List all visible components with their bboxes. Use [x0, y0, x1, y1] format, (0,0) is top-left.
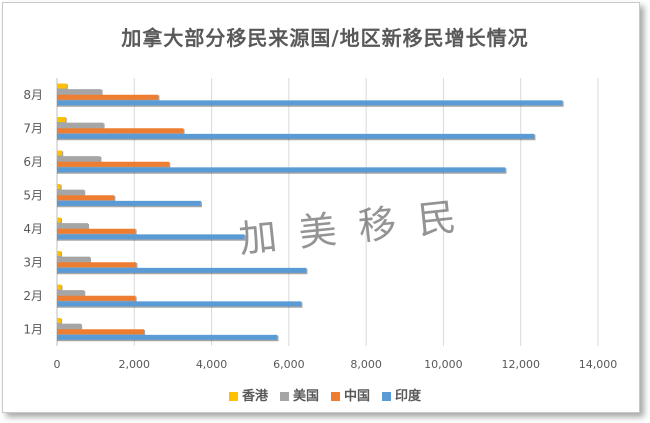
bar-香港-8月: [57, 83, 67, 89]
legend-swatch: [279, 392, 289, 401]
y-tick-label: 4月: [23, 222, 43, 236]
y-tick-label: 2月: [23, 289, 43, 303]
bar-美国-3月: [57, 256, 90, 262]
x-tick-label: 12,000: [501, 358, 540, 371]
legend-swatch: [382, 392, 392, 401]
x-tick-label: 10,000: [424, 358, 463, 371]
bar-美国-6月: [57, 156, 101, 162]
bar-印度-3月: [57, 267, 307, 273]
bar-美国-4月: [57, 223, 88, 229]
bar-中国-2月: [57, 295, 136, 301]
chart-title: 加拿大部分移民来源国/地区新移民增长情况: [121, 26, 529, 50]
y-tick-label: 3月: [23, 255, 43, 269]
x-tick-label: 0: [54, 358, 61, 371]
legend-label: 美国: [292, 389, 319, 404]
bar-中国-1月: [57, 329, 144, 335]
legend-item: 中国: [331, 385, 370, 404]
bar-香港-7月: [57, 117, 66, 123]
chart-frame: [2, 2, 640, 413]
x-tick-label: 14,000: [579, 358, 618, 371]
bar-美国-5月: [57, 189, 85, 195]
bar-美国-1月: [57, 323, 81, 329]
bar-印度-6月: [57, 167, 506, 173]
x-tick-label: 6,000: [273, 358, 305, 371]
bar-香港-1月: [57, 318, 61, 324]
legend-item: 美国: [279, 385, 319, 404]
legend-label: 印度: [395, 389, 422, 404]
x-tick-label: 2,000: [119, 358, 151, 371]
legend-item: 印度: [382, 385, 421, 404]
bar-美国-2月: [57, 290, 85, 296]
legend: 香港 美国 中国 印度: [0, 385, 650, 404]
bar-中国-4月: [57, 228, 136, 234]
bar-印度-7月: [57, 133, 535, 139]
bar-印度-8月: [57, 100, 563, 106]
x-tick-label: 8,000: [350, 358, 382, 371]
legend-swatch: [331, 392, 340, 401]
bar-香港-4月: [57, 217, 61, 223]
legend-label: 香港: [241, 389, 268, 404]
legend-label: 中国: [344, 389, 371, 404]
bar-香港-2月: [57, 284, 62, 290]
bar-印度-2月: [57, 301, 302, 307]
bar-印度-1月: [57, 334, 278, 340]
x-tick-label: 4,000: [196, 358, 228, 371]
legend-item: 香港: [228, 385, 268, 404]
legend-swatch: [228, 392, 238, 401]
y-tick-label: 6月: [23, 155, 43, 169]
bar-印度-5月: [57, 200, 201, 206]
y-tick-label: 7月: [23, 121, 43, 135]
bar-中国-5月: [57, 195, 115, 201]
y-tick-label: 5月: [23, 188, 43, 202]
bar-美国-7月: [57, 122, 104, 128]
bar-中国-3月: [57, 262, 137, 268]
y-tick-label: 8月: [23, 88, 43, 102]
bar-香港-3月: [57, 251, 61, 257]
bar-印度-4月: [57, 234, 245, 240]
bar-美国-8月: [57, 89, 102, 95]
bar-中国-6月: [57, 161, 170, 167]
bar-香港-6月: [57, 150, 63, 156]
y-tick-label: 1月: [23, 322, 43, 336]
bar-中国-8月: [57, 94, 159, 100]
bar-香港-5月: [57, 184, 61, 190]
bar-中国-7月: [57, 128, 184, 134]
